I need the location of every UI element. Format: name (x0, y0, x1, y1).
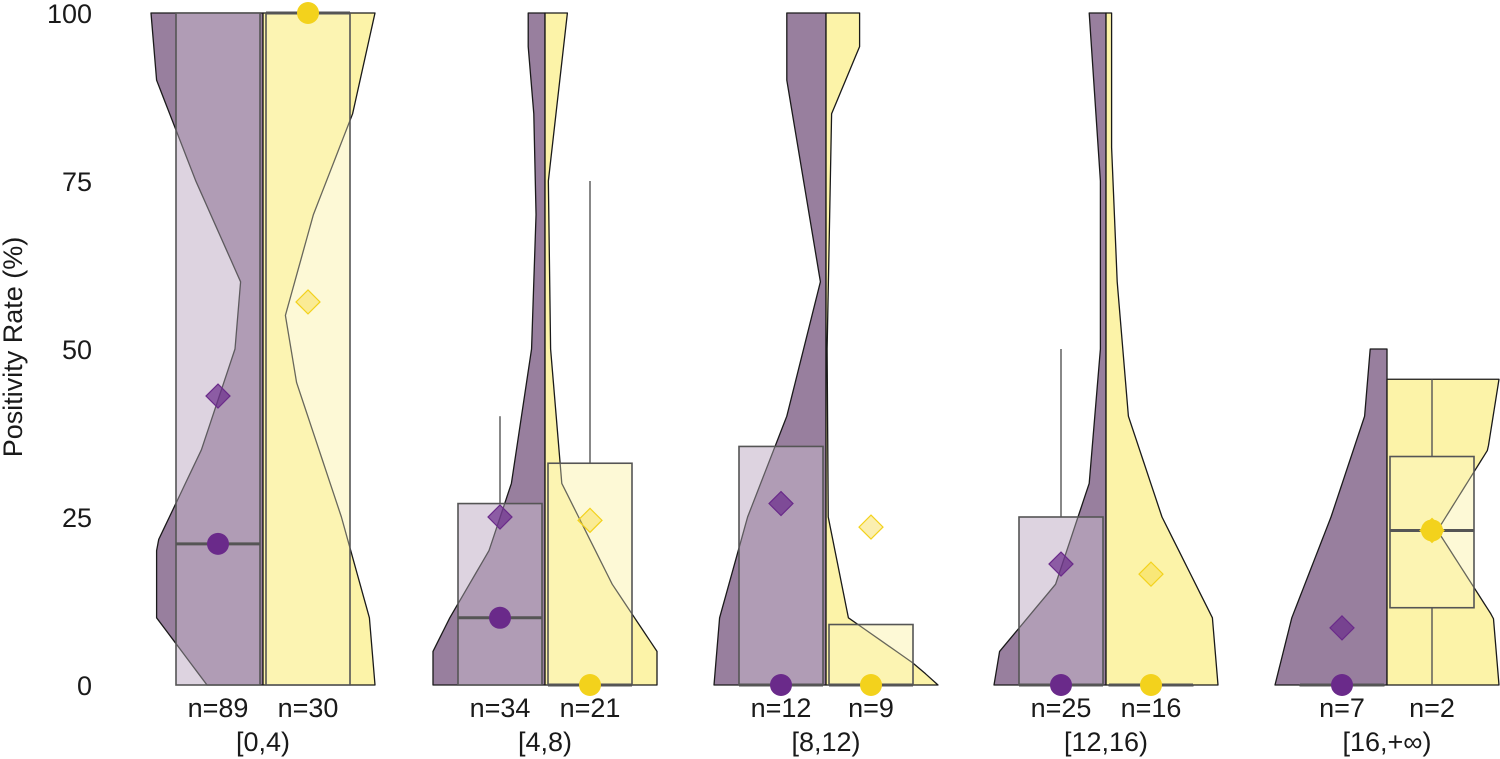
n-label: n=30 (278, 693, 339, 723)
violin-half (825, 12, 939, 686)
point-marker (579, 674, 601, 696)
x-axis-labels: n=89 n=30 [0,4) n=34 n=21 [4,8) n=12 n=9 [8,12) n… (188, 693, 1455, 757)
point-marker (1331, 674, 1353, 696)
category-label: [4,8) (518, 727, 572, 757)
group-1 (432, 12, 658, 696)
violin-half (150, 12, 264, 686)
mean-marker (295, 289, 321, 315)
violin-half (432, 12, 546, 686)
category-label: [16,+∞) (1342, 727, 1431, 757)
group-2 (713, 12, 939, 696)
category-label: [8,12) (791, 727, 860, 757)
n-label: n=12 (751, 693, 812, 723)
box-outline (457, 502, 543, 686)
point-marker (297, 2, 319, 24)
n-label: n=21 (560, 693, 621, 723)
mean-marker (858, 514, 884, 540)
mean-marker (1138, 561, 1164, 587)
n-label: n=34 (470, 693, 531, 723)
mean-marker (768, 490, 794, 517)
y-tick-label: 75 (62, 167, 92, 197)
y-axis-title: Positivity Rate (%) (0, 237, 28, 458)
violin-half (1274, 348, 1388, 686)
mean-marker (205, 383, 231, 409)
n-label: n=7 (1319, 693, 1365, 723)
y-tick-label: 100 (47, 0, 92, 29)
point-marker (489, 606, 511, 629)
point-marker (770, 674, 792, 696)
mean-marker (1048, 551, 1074, 577)
plot-area (150, 2, 1500, 696)
point-marker (207, 532, 229, 555)
group-4 (1274, 348, 1500, 696)
n-label: n=16 (1121, 693, 1182, 723)
box-outline (175, 12, 261, 686)
box-outline (738, 445, 824, 686)
n-label: n=9 (848, 693, 894, 723)
violin-half (713, 12, 827, 686)
violin-half (1105, 12, 1219, 686)
point-marker (1421, 519, 1443, 542)
category-label: [12,16) (1064, 727, 1148, 757)
y-axis: 0 25 50 75 100 (47, 0, 92, 701)
mean-marker (1329, 615, 1355, 641)
y-tick-label: 0 (77, 671, 92, 701)
group-0 (150, 2, 376, 686)
y-tick-label: 25 (62, 503, 92, 533)
n-label: n=25 (1031, 693, 1092, 723)
mean-marker (577, 507, 603, 534)
violin-half (544, 12, 658, 686)
n-label: n=89 (188, 693, 249, 723)
point-marker (860, 674, 882, 696)
group-3 (993, 12, 1219, 696)
violin-half (262, 12, 376, 686)
box-outline (547, 462, 633, 686)
n-label: n=2 (1409, 693, 1455, 723)
point-marker (1050, 674, 1072, 696)
mean-marker (487, 504, 513, 530)
category-label: [0,4) (236, 727, 290, 757)
box-outline (265, 12, 351, 686)
box-outline (1018, 516, 1104, 686)
point-marker (1140, 674, 1162, 696)
y-tick-label: 50 (62, 335, 92, 365)
